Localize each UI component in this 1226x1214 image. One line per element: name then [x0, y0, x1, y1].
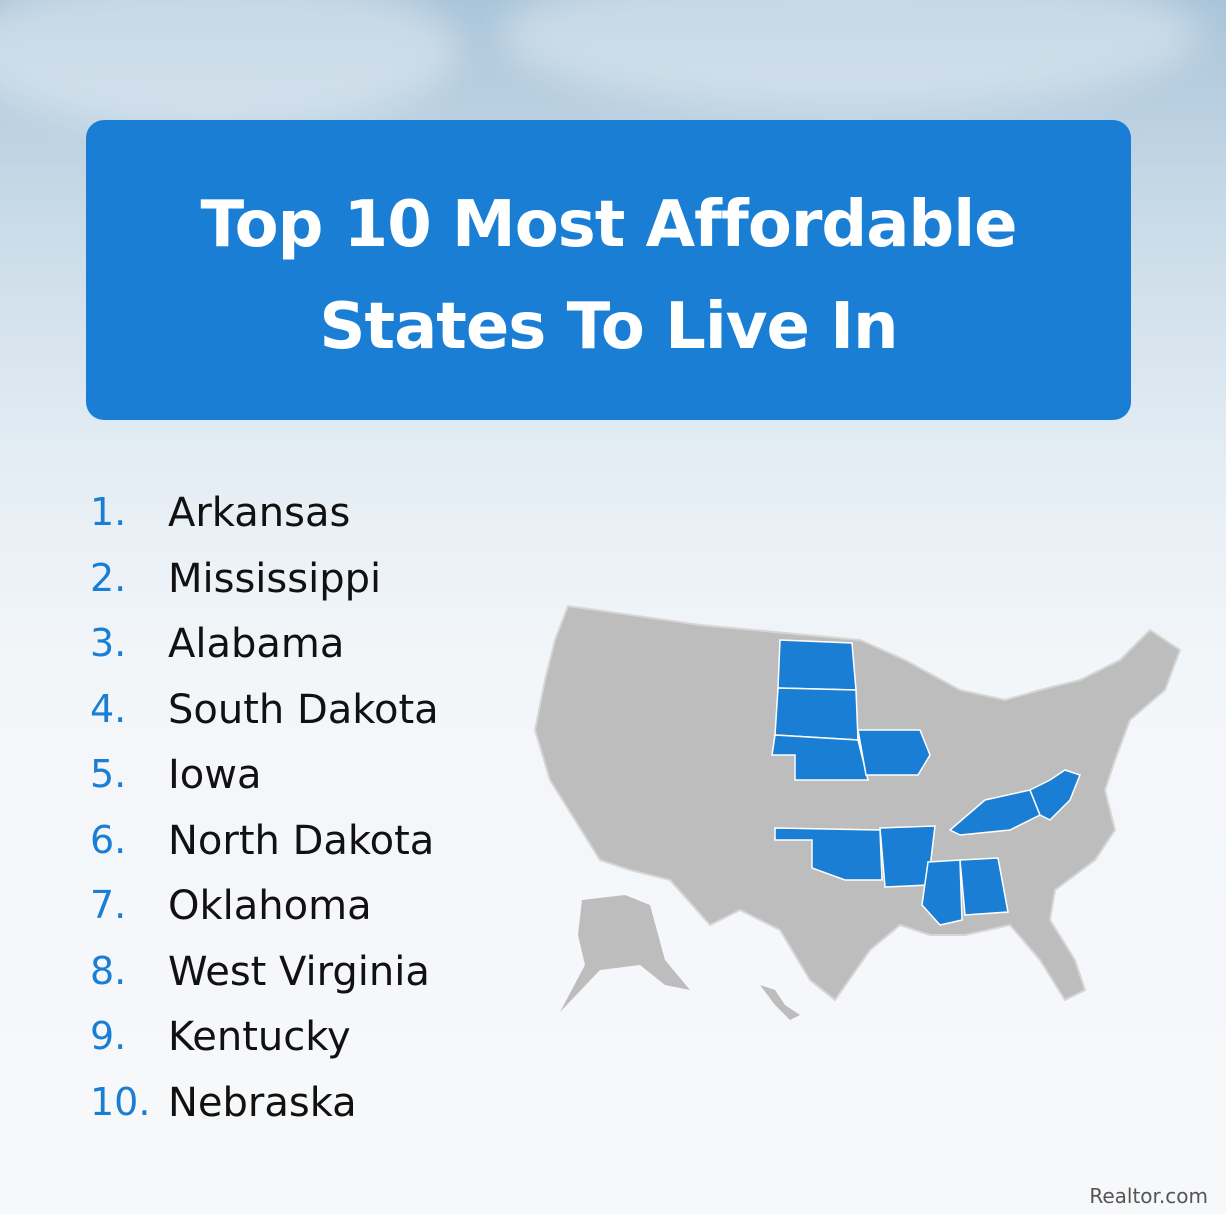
- item-name: South Dakota: [168, 686, 439, 733]
- item-name: Mississippi: [168, 555, 382, 602]
- title-line: States To Live In: [319, 290, 898, 364]
- highlighted-states: [771, 639, 1081, 926]
- state-shape: [959, 857, 1009, 916]
- hawaii: [760, 985, 800, 1020]
- item-number: 3.: [90, 621, 127, 665]
- item-number: 7.: [90, 883, 127, 927]
- title-line: Top 10 Most Affordable: [200, 188, 1017, 262]
- state-shape: [777, 639, 857, 691]
- item-name: Oklahoma: [168, 883, 372, 929]
- item-name: Arkansas: [168, 490, 351, 536]
- state-shape: [1029, 769, 1081, 821]
- item-name: Nebraska: [168, 1079, 357, 1126]
- state-shape: [774, 687, 859, 741]
- state-shape: [771, 734, 869, 781]
- item-number: 10.: [90, 1079, 151, 1124]
- item-name: Iowa: [168, 752, 262, 798]
- state-shape: [857, 729, 931, 776]
- item-number: 8.: [90, 948, 127, 993]
- item-name: Alabama: [168, 621, 345, 667]
- title-box: Top 10 Most Affordable States To Live In: [86, 120, 1131, 420]
- us-outline: [533, 604, 1182, 1002]
- item-name: North Dakota: [168, 817, 435, 864]
- item-number: 9.: [90, 1014, 127, 1058]
- item-number: 5.: [90, 752, 127, 796]
- item-number: 6.: [90, 817, 127, 862]
- watermark: Realtor.com: [1089, 1184, 1208, 1208]
- item-name: West Virginia: [168, 948, 430, 995]
- alaska: [560, 895, 690, 1012]
- item-number: 2.: [90, 555, 127, 600]
- item-name: Kentucky: [168, 1014, 351, 1060]
- state-shape: [921, 859, 963, 926]
- item-number: 4.: [90, 686, 127, 731]
- item-number: 1.: [90, 490, 127, 534]
